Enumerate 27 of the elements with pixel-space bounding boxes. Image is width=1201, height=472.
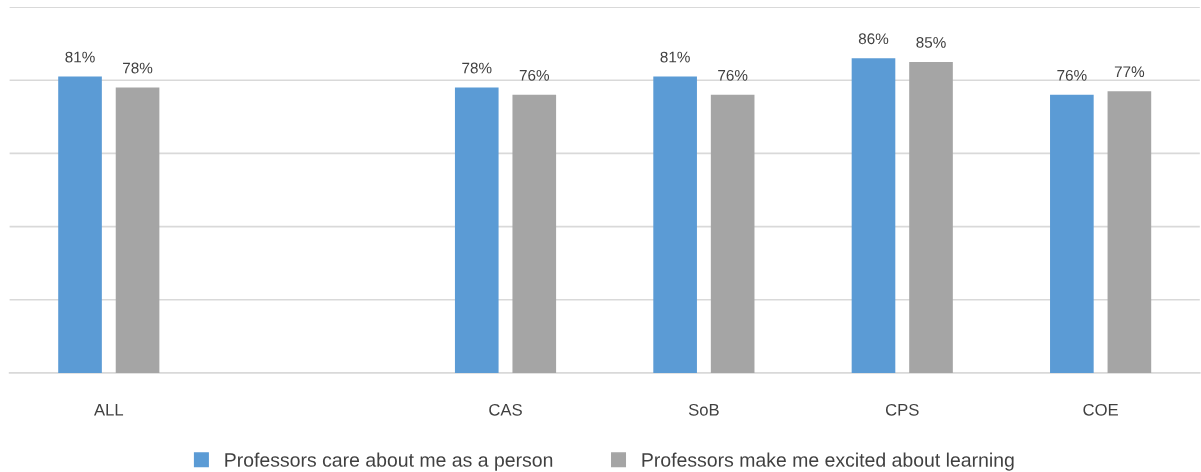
data-label: 81% bbox=[660, 51, 690, 63]
data-label: 76% bbox=[519, 69, 550, 81]
bar bbox=[58, 76, 102, 373]
legend-label: Professors care about me as a person bbox=[225, 452, 553, 471]
bar bbox=[115, 87, 160, 373]
x-tick-label: COE bbox=[1083, 403, 1118, 416]
data-label: 85% bbox=[916, 37, 946, 48]
data-label: 76% bbox=[718, 69, 748, 81]
x-tick-label: SoB bbox=[688, 403, 719, 416]
bar bbox=[710, 94, 755, 373]
data-label: 78% bbox=[123, 62, 153, 74]
x-tick-label: ALL bbox=[94, 404, 124, 416]
bar bbox=[454, 87, 499, 373]
x-tick-label: CPS bbox=[885, 403, 919, 416]
bar bbox=[909, 61, 953, 373]
data-label: 77% bbox=[1114, 66, 1145, 78]
data-label: 86% bbox=[858, 33, 889, 45]
bar bbox=[512, 94, 557, 373]
bar bbox=[851, 58, 896, 373]
data-label: 81% bbox=[65, 51, 95, 63]
data-label: 78% bbox=[462, 62, 492, 74]
data-label: 76% bbox=[1057, 69, 1087, 81]
bar bbox=[1107, 91, 1152, 373]
bar bbox=[1050, 94, 1094, 373]
legend-label: Professors make me excited about learning bbox=[642, 452, 1014, 471]
bar bbox=[653, 76, 697, 373]
x-tick-label: CAS bbox=[489, 403, 522, 416]
